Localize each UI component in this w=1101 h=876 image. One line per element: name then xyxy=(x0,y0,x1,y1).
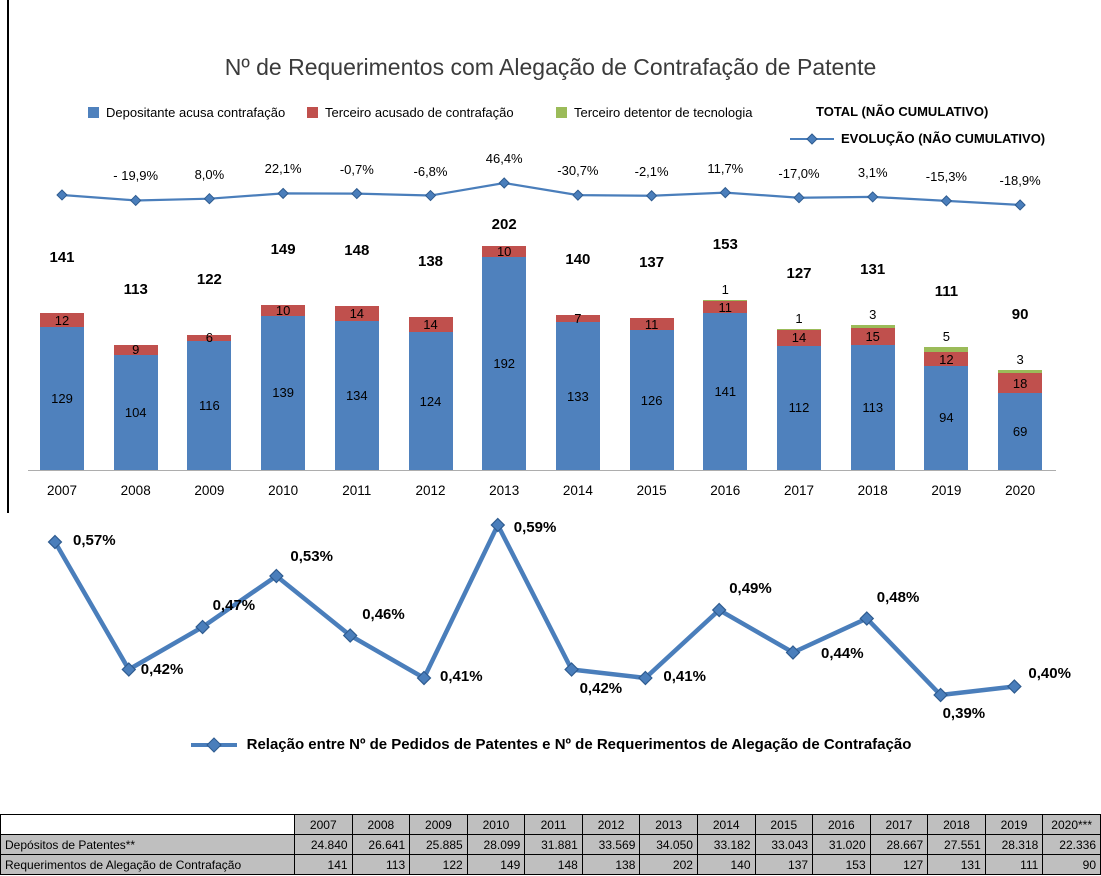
ratio-point-label: 0,44% xyxy=(821,645,864,663)
table-cell: 31.881 xyxy=(525,835,583,855)
table-row: Requerimentos de Alegação de Contrafação… xyxy=(1,855,1101,875)
table-year-header: 2007 xyxy=(295,815,353,835)
table-cell: 33.569 xyxy=(582,835,640,855)
ratio-point-label: 0,41% xyxy=(663,668,706,686)
ratio-point-label: 0,48% xyxy=(877,589,920,607)
table-year-header: 2020*** xyxy=(1043,815,1101,835)
table-cell: 31.020 xyxy=(813,835,871,855)
table-year-header: 2017 xyxy=(870,815,928,835)
table-cell: 33.043 xyxy=(755,835,813,855)
ratio-point-label: 0,49% xyxy=(729,580,772,598)
ratio-point-label: 0,42% xyxy=(141,661,184,679)
table-cell: 24.840 xyxy=(295,835,353,855)
table-year-header: 2019 xyxy=(985,815,1043,835)
ratio-point-label: 0,42% xyxy=(580,680,623,698)
table-cell: 141 xyxy=(295,855,353,875)
table-cell: 138 xyxy=(582,855,640,875)
table-year-header: 2016 xyxy=(813,815,871,835)
ratio-point-label: 0,39% xyxy=(943,705,986,723)
ratio-legend-label: Relação entre Nº de Pedidos de Patentes … xyxy=(247,736,912,753)
table-cell: 90 xyxy=(1043,855,1101,875)
table-cell: 28.099 xyxy=(467,835,525,855)
table-year-header: 2010 xyxy=(467,815,525,835)
ratio-legend: Relação entre Nº de Pedidos de Patentes … xyxy=(0,736,1101,753)
table-year-header: 2018 xyxy=(928,815,986,835)
ratio-point-label: 0,40% xyxy=(1028,665,1071,683)
ratio-point-label: 0,53% xyxy=(290,548,333,566)
table-year-header: 2011 xyxy=(525,815,583,835)
table-row-label: Depósitos de Patentes** xyxy=(1,835,295,855)
table-cell: 131 xyxy=(928,855,986,875)
table-cell: 27.551 xyxy=(928,835,986,855)
table-year-header: 2013 xyxy=(640,815,698,835)
ratio-point-label: 0,57% xyxy=(73,532,116,550)
table-cell: 149 xyxy=(467,855,525,875)
table-cell: 34.050 xyxy=(640,835,698,855)
table-cell: 140 xyxy=(697,855,755,875)
table-cell: 113 xyxy=(352,855,410,875)
table-year-header: 2008 xyxy=(352,815,410,835)
table-cell: 137 xyxy=(755,855,813,875)
table-cell: 153 xyxy=(813,855,871,875)
table-cell: 33.182 xyxy=(697,835,755,855)
table-cell: 127 xyxy=(870,855,928,875)
table-row: Depósitos de Patentes**24.84026.64125.88… xyxy=(1,835,1101,855)
table-cell: 28.667 xyxy=(870,835,928,855)
table-cell: 202 xyxy=(640,855,698,875)
table-year-header: 2012 xyxy=(582,815,640,835)
table-header-row: 2007200820092010201120122013201420152016… xyxy=(1,815,1101,835)
ratio-point-label: 0,41% xyxy=(440,668,483,686)
table-cell: 111 xyxy=(985,855,1043,875)
table-year-header: 2014 xyxy=(697,815,755,835)
table-year-header: 2009 xyxy=(410,815,468,835)
table-row-label: Requerimentos de Alegação de Contrafação xyxy=(1,855,295,875)
ratio-point-label: 0,46% xyxy=(362,606,405,624)
table-cell: 122 xyxy=(410,855,468,875)
table-corner-cell xyxy=(1,815,295,835)
table-cell: 22.336 xyxy=(1043,835,1101,855)
ratio-point-label: 0,59% xyxy=(514,519,557,537)
table-cell: 28.318 xyxy=(985,835,1043,855)
ratio-point-label: 0,47% xyxy=(213,597,256,615)
table-cell: 148 xyxy=(525,855,583,875)
ratio-legend-line-icon xyxy=(190,737,238,753)
data-table: 2007200820092010201120122013201420152016… xyxy=(0,814,1101,875)
table-cell: 25.885 xyxy=(410,835,468,855)
table-year-header: 2015 xyxy=(755,815,813,835)
table-cell: 26.641 xyxy=(352,835,410,855)
